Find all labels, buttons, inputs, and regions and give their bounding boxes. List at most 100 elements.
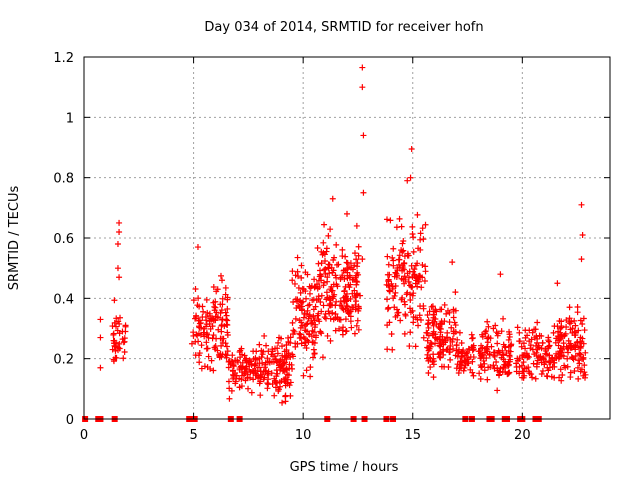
data-point xyxy=(426,308,433,315)
data-point xyxy=(409,223,416,230)
data-point xyxy=(354,279,361,286)
data-point xyxy=(97,364,104,371)
data-point xyxy=(355,326,362,333)
data-point xyxy=(190,297,197,304)
data-point xyxy=(258,354,265,361)
data-point xyxy=(582,374,589,381)
data-point xyxy=(225,378,232,385)
data-point xyxy=(447,342,454,349)
data-point xyxy=(425,370,432,377)
data-point xyxy=(313,297,320,304)
data-point xyxy=(342,283,349,290)
data-point xyxy=(470,372,477,379)
data-point xyxy=(581,362,588,369)
data-point xyxy=(315,277,322,284)
data-point xyxy=(417,236,424,243)
data-point xyxy=(311,317,318,324)
data-point xyxy=(334,283,341,290)
data-point xyxy=(507,356,514,363)
data-point xyxy=(559,371,566,378)
data-point xyxy=(283,341,290,348)
data-point xyxy=(246,360,253,367)
data-point xyxy=(392,283,399,290)
data-point xyxy=(418,284,425,291)
data-point xyxy=(120,355,127,362)
data-point xyxy=(407,309,414,316)
data-point xyxy=(556,333,562,340)
data-point xyxy=(257,392,264,399)
data-point xyxy=(300,334,307,341)
data-point xyxy=(327,286,334,293)
data-point xyxy=(256,341,263,348)
data-point xyxy=(580,315,587,322)
data-point xyxy=(543,372,550,379)
data-point xyxy=(282,379,289,386)
data-point xyxy=(446,346,453,353)
data-point xyxy=(420,236,427,243)
data-point xyxy=(250,348,257,355)
data-point xyxy=(500,364,507,371)
data-point xyxy=(212,304,219,311)
data-point xyxy=(212,346,219,353)
data-point xyxy=(264,385,271,392)
data-point xyxy=(321,314,328,321)
data-point xyxy=(228,387,235,394)
data-point xyxy=(412,343,419,350)
data-point xyxy=(417,230,424,237)
data-point xyxy=(579,231,586,238)
data-point xyxy=(354,263,361,270)
data-point xyxy=(550,329,557,336)
data-point xyxy=(384,271,391,278)
data-point xyxy=(223,343,230,350)
data-point xyxy=(333,274,340,281)
data-point xyxy=(385,282,392,289)
data-point xyxy=(303,367,310,374)
data-point xyxy=(430,322,437,329)
data-point xyxy=(354,317,361,324)
data-point xyxy=(432,315,439,322)
data-point xyxy=(432,340,439,347)
data-point xyxy=(432,307,439,314)
data-point xyxy=(279,356,286,363)
data-point xyxy=(316,318,323,325)
data-point xyxy=(330,316,337,323)
data-point xyxy=(271,392,278,399)
data-point xyxy=(443,310,450,317)
data-point xyxy=(385,304,392,311)
data-point xyxy=(572,346,579,353)
data-point xyxy=(487,363,494,370)
data-point xyxy=(429,303,436,310)
data-point xyxy=(475,348,482,355)
data-point xyxy=(390,257,397,264)
data-point xyxy=(292,343,299,350)
data-point xyxy=(272,384,279,391)
x-tick-label: 0 xyxy=(80,428,88,443)
data-point xyxy=(326,270,333,277)
data-point xyxy=(236,365,243,372)
data-point xyxy=(502,344,509,351)
data-point xyxy=(286,361,293,368)
data-point xyxy=(222,309,229,316)
data-point xyxy=(440,348,447,355)
data-point xyxy=(195,338,202,345)
y-tick-label: 0.2 xyxy=(53,353,74,368)
data-point xyxy=(121,349,128,356)
data-point xyxy=(332,327,339,334)
data-point xyxy=(355,252,362,259)
data-point xyxy=(241,370,248,377)
data-point xyxy=(488,343,495,350)
data-point xyxy=(116,228,123,235)
data-point xyxy=(203,296,210,303)
data-point xyxy=(289,365,296,372)
data-point xyxy=(225,358,232,365)
data-point xyxy=(384,253,391,260)
data-point xyxy=(413,275,420,282)
data-point xyxy=(420,334,427,341)
data-point xyxy=(245,385,252,392)
data-point xyxy=(430,374,437,381)
data-point xyxy=(497,368,504,375)
data-point xyxy=(289,351,296,358)
data-point xyxy=(450,328,457,335)
data-point xyxy=(523,365,530,372)
data-point xyxy=(575,327,582,334)
